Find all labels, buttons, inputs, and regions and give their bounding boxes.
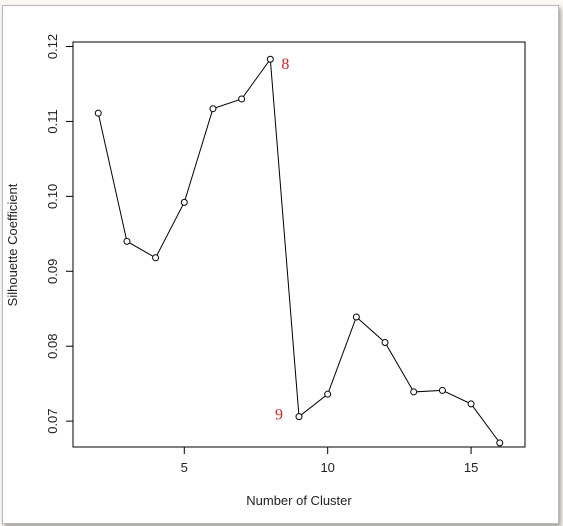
y-tick-label: 0.09 (45, 259, 60, 284)
data-point (152, 254, 160, 262)
y-tick-label: 0.08 (45, 334, 60, 359)
x-tick-label: 5 (181, 460, 188, 475)
series-line (97, 57, 501, 444)
data-point (295, 413, 303, 421)
annotation-label: 9 (275, 407, 283, 424)
y-axis: 0.07 0.08 0.09 0.10 0.11 0.12 (45, 34, 73, 434)
data-point (410, 388, 418, 396)
data-point (123, 237, 131, 245)
data-point (381, 338, 389, 346)
data-point (467, 400, 475, 408)
data-point (438, 386, 446, 394)
y-tick-label: 0.12 (45, 34, 60, 59)
data-point (94, 109, 102, 117)
x-axis: 5 10 15 (181, 447, 478, 475)
x-tick-label: 10 (320, 460, 334, 475)
y-tick-label: 0.10 (45, 184, 60, 209)
data-point (266, 55, 274, 63)
data-point (324, 390, 332, 398)
annotations: 89 (275, 56, 289, 423)
y-tick-label: 0.11 (45, 109, 60, 133)
data-points (94, 55, 504, 447)
data-point (352, 313, 360, 321)
annotation-label: 8 (281, 56, 289, 73)
x-axis-title: Number of Cluster (246, 493, 352, 508)
data-point (180, 198, 188, 206)
plot-area (72, 41, 526, 448)
data-point (209, 105, 217, 113)
y-axis-title: Silhouette Coefficient (5, 183, 20, 306)
data-point (238, 95, 246, 103)
chart-frame (2, 5, 559, 524)
y-tick-label: 0.07 (45, 408, 60, 433)
data-point (496, 439, 504, 447)
x-tick-label: 15 (464, 460, 478, 475)
